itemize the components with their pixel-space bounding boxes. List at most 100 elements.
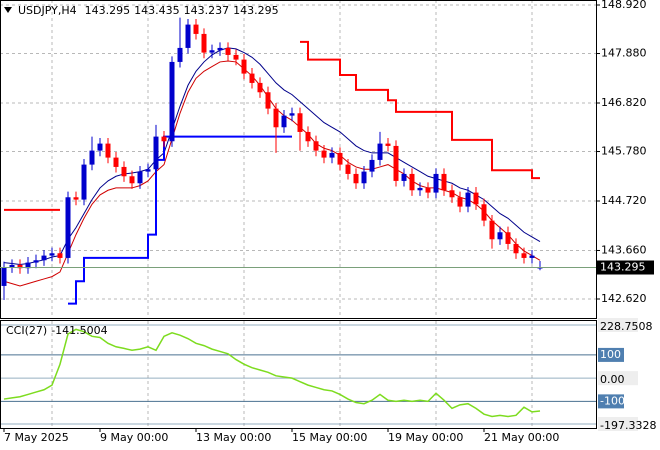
candle-body [353, 173, 359, 184]
candle-body [49, 253, 55, 256]
candle-body [201, 33, 207, 53]
candle-body [457, 197, 463, 207]
candle-body [337, 152, 343, 165]
candle-body [57, 253, 63, 258]
cci-level-box [598, 347, 624, 362]
candle-body [161, 136, 167, 142]
candle-body [73, 197, 79, 200]
candle-body [129, 176, 135, 184]
y-tick-label: 143.660 [601, 243, 647, 256]
cci-title: CCI(27) [6, 324, 47, 337]
candle-body [369, 159, 375, 172]
candle-body [9, 264, 15, 268]
cci-tick-box [598, 371, 638, 386]
candle-body [225, 47, 231, 55]
candle-body [473, 192, 479, 205]
candle-body [121, 166, 127, 177]
open-value: 143.295 [85, 4, 131, 17]
candle-body [1, 267, 7, 286]
candle-body [345, 164, 351, 174]
indicator-line [3, 47, 541, 265]
candle-body [521, 253, 527, 258]
candle-body [401, 173, 407, 181]
candle-body [217, 47, 223, 51]
candle-body [153, 136, 159, 170]
candle-body [25, 262, 31, 269]
x-tick-label: 21 May 00:00 [484, 431, 559, 444]
candle-body [233, 54, 239, 60]
candle-body [177, 47, 183, 62]
cci-tick-box [598, 318, 638, 332]
candle-body [209, 50, 215, 53]
cci-frame [0, 320, 597, 429]
candle-body [321, 150, 327, 158]
candle-body [505, 232, 511, 244]
candle-body [257, 82, 263, 93]
y-tick-label: 147.880 [601, 47, 647, 60]
cci-tick-box [598, 417, 638, 431]
candle-body [425, 187, 431, 193]
cci-tick-label: 228.7508 [600, 320, 653, 333]
candle-body [289, 113, 295, 116]
candle-body [145, 169, 151, 172]
candle-body [393, 145, 399, 181]
y-tick-label: 142.620 [601, 292, 647, 305]
cci-level-label: 100 [600, 348, 621, 361]
candle-body [241, 59, 247, 74]
candle-body [33, 260, 39, 263]
indicator-line [300, 40, 540, 180]
candle-body [441, 173, 447, 191]
candle-body [377, 143, 383, 160]
collapse-icon[interactable] [4, 7, 12, 13]
cci-value: -141.5004 [51, 324, 107, 337]
candle-body [497, 232, 503, 240]
grid [0, 0, 596, 428]
chart-header: USDJPY,H4 143.295 143.435 143.237 143.295 [18, 4, 279, 17]
candle-body [105, 143, 111, 158]
candle-body [313, 141, 319, 151]
candle-body [169, 61, 175, 142]
candle-body [361, 171, 367, 184]
candle-body [89, 150, 95, 165]
candle-body [409, 173, 415, 191]
y-tick-label: 144.720 [601, 194, 647, 207]
candle-body [329, 152, 335, 158]
last-price-box [596, 260, 654, 275]
candle-body [273, 108, 279, 128]
candle-body [193, 24, 199, 34]
candle-body [281, 115, 287, 128]
candle-body [249, 73, 255, 83]
x-tick-label: 13 May 00:00 [196, 431, 271, 444]
cci-level-box [598, 394, 624, 409]
main-frame [0, 0, 597, 319]
x-tick-label: 15 May 00:00 [292, 431, 367, 444]
y-tick-label: 146.820 [601, 96, 647, 109]
y-tick-label: 148.920 [601, 0, 647, 11]
candle-body [529, 255, 535, 258]
candle-body [489, 220, 495, 240]
candle-body [97, 143, 103, 151]
candle-body [465, 192, 471, 207]
cci-tick-label: -197.3328 [600, 419, 656, 432]
x-tick-label: 7 May 2025 [4, 431, 69, 444]
close-value: 143.295 [233, 4, 279, 17]
candle-body [449, 190, 455, 198]
candle-body [297, 113, 303, 132]
candle-body [65, 197, 71, 258]
candle-body [385, 143, 391, 146]
x-tick-label: 19 May 00:00 [388, 431, 463, 444]
cci-header: CCI(27) -141.5004 [6, 324, 108, 337]
x-tick-label: 9 May 00:00 [100, 431, 168, 444]
indicator-line [3, 328, 541, 418]
cci-level-label: -100 [600, 394, 625, 407]
candle-body [417, 187, 423, 191]
candle-body [481, 204, 487, 221]
candle-body [81, 164, 87, 200]
indicator-line [68, 135, 292, 305]
candle-body [433, 173, 439, 193]
candle-body [265, 92, 271, 109]
symbol: USDJPY,H4 [18, 4, 77, 17]
plot [1, 17, 543, 418]
